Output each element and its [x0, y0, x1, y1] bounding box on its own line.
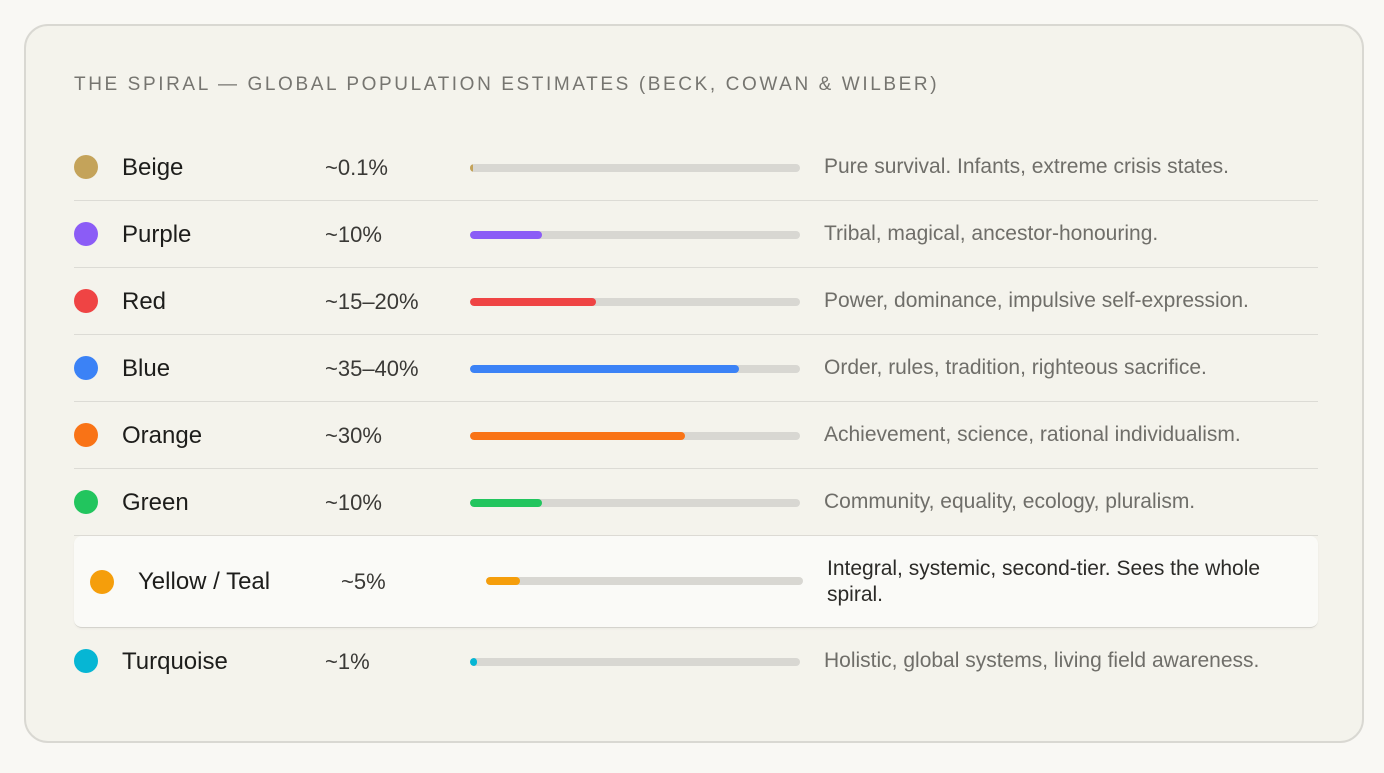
- stage-row-yellow-teal: Yellow / Teal ~5% Integral, systemic, seco…: [74, 536, 1318, 628]
- stage-row-orange: Orange ~30% Achievement, science, rational…: [74, 402, 1318, 469]
- stage-description: Achievement, science, rational individua…: [824, 423, 1241, 446]
- stage-percent: ~30%: [325, 423, 382, 448]
- stage-description: Integral, systemic, second-tier. Sees th…: [827, 557, 1261, 606]
- stage-bar-track: [470, 365, 800, 373]
- stage-bar-fill: [486, 577, 521, 585]
- stage-percent: ~1%: [325, 649, 370, 674]
- stage-bar-fill: [470, 499, 542, 507]
- stage-color-dot: [74, 490, 98, 514]
- stage-percent: ~5%: [341, 569, 386, 594]
- stage-name: Red: [122, 288, 167, 315]
- stage-bar-track: [470, 298, 800, 306]
- stage-row-beige: Beige ~0.1% Pure survival. Infants, extrem…: [74, 134, 1318, 201]
- stage-description: Tribal, magical, ancestor-honouring.: [824, 222, 1159, 245]
- stage-bar-fill: [470, 432, 686, 440]
- stage-name: Blue: [122, 355, 171, 382]
- stage-row-red: Red ~15–20% Power, dominance, impulsive se…: [74, 268, 1318, 335]
- stage-color-dot: [74, 423, 98, 447]
- stage-name: Green: [122, 489, 189, 516]
- stage-name: Orange: [122, 422, 203, 449]
- stage-percent: ~10%: [325, 490, 382, 515]
- stage-bar-fill: [470, 164, 474, 172]
- stage-description: Holistic, global systems, living field a…: [824, 649, 1260, 672]
- stage-row-blue: Blue ~35–40% Order, rules, tradition, righ…: [74, 335, 1318, 402]
- stage-description: Pure survival. Infants, extreme crisis s…: [824, 155, 1229, 178]
- stage-name: Purple: [122, 221, 192, 248]
- stage-percent: ~35–40%: [325, 356, 419, 381]
- stage-color-dot: [90, 570, 114, 594]
- stage-row-turquoise: Turquoise ~1% Holistic, global systems, li…: [74, 628, 1318, 695]
- stage-percent: ~10%: [325, 222, 382, 247]
- stage-bar-track: [470, 432, 800, 440]
- stage-bar-track: [486, 577, 803, 585]
- stage-bar-track: [470, 499, 800, 507]
- stage-description: Power, dominance, impulsive self-express…: [824, 289, 1249, 312]
- card-title: THE SPIRAL — GLOBAL POPULATION ESTIMATES…: [74, 74, 940, 95]
- stage-description: Community, equality, ecology, pluralism.: [824, 490, 1196, 513]
- stage-color-dot: [74, 155, 98, 179]
- stage-bar-fill: [470, 658, 478, 666]
- stage-row-purple: Purple ~10% Tribal, magical, ancestor-hono…: [74, 201, 1318, 268]
- spiral-card: THE SPIRAL — GLOBAL POPULATION ESTIMATES…: [24, 24, 1364, 743]
- stage-bar-fill: [470, 231, 542, 239]
- stage-percent: ~15–20%: [325, 289, 419, 314]
- stage-bar-fill: [470, 298, 596, 306]
- stage-name: Turquoise: [122, 648, 228, 675]
- stage-color-dot: [74, 222, 98, 246]
- stage-percent: ~0.1%: [325, 155, 388, 180]
- stage-bar-fill: [470, 365, 740, 373]
- stage-name: Yellow / Teal: [138, 568, 271, 595]
- stage-name: Beige: [122, 154, 184, 181]
- stage-bar-track: [470, 164, 800, 172]
- stage-description: Order, rules, tradition, righteous sacri…: [824, 356, 1207, 379]
- stage-list: Beige ~0.1% Pure survival. Infants, extrem…: [74, 134, 1318, 695]
- stage-bar-track: [470, 658, 800, 666]
- stage-color-dot: [74, 289, 98, 313]
- stage-color-dot: [74, 649, 98, 673]
- stage-row-green: Green ~10% Community, equality, ecology, p…: [74, 469, 1318, 536]
- stage-bar-track: [470, 231, 800, 239]
- stage-color-dot: [74, 356, 98, 380]
